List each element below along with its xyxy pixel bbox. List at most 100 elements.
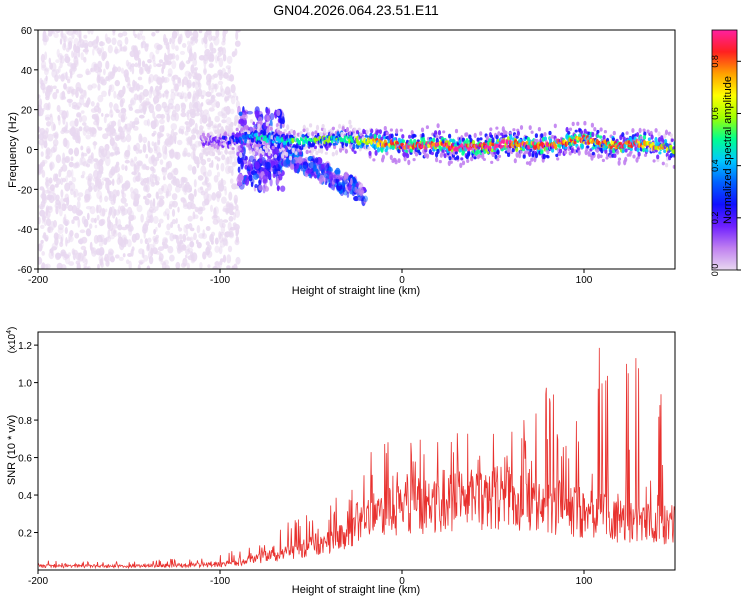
spectrogram-ridge-cell bbox=[576, 121, 580, 126]
spectrogram-cell bbox=[97, 181, 102, 188]
spectrogram-ridge-cell bbox=[465, 138, 469, 144]
spectrogram-cell bbox=[203, 191, 209, 202]
spectrogram-cell bbox=[152, 96, 160, 104]
spectrogram-cell bbox=[167, 172, 174, 181]
spectrogram-cell bbox=[241, 112, 246, 121]
spectrogram-cell bbox=[179, 62, 184, 71]
spectrogram-cell bbox=[174, 103, 181, 113]
spectrogram-ridge-cell bbox=[612, 130, 616, 136]
spectrogram-cell bbox=[138, 133, 143, 143]
spectrogram-ridge-cell bbox=[213, 143, 217, 149]
spectrogram-cell bbox=[214, 115, 220, 123]
spectrogram-cell bbox=[140, 180, 147, 186]
spectrogram-cell bbox=[100, 153, 106, 162]
spectrogram-cell bbox=[171, 60, 177, 70]
spectrogram-ridge-cell bbox=[436, 148, 440, 154]
spectrogram-ridge-cell bbox=[286, 124, 290, 130]
spectrogram-cell bbox=[73, 43, 77, 53]
spectrogram-cell bbox=[254, 110, 260, 119]
spectrogram-cell bbox=[247, 171, 252, 176]
spectrogram-ridge-cell bbox=[291, 147, 295, 153]
spectrogram-cell bbox=[221, 40, 226, 46]
spectrogram-cell bbox=[56, 48, 60, 58]
spectrogram-ridge-cell bbox=[454, 151, 458, 155]
spectrogram-cell bbox=[159, 159, 164, 166]
spectrogram-cell bbox=[39, 186, 45, 191]
spectrogram-cell bbox=[338, 181, 341, 187]
spectrogram-ridge-cell bbox=[654, 128, 658, 133]
spectrogram-ridge-cell bbox=[570, 148, 575, 154]
spectrogram-cell bbox=[128, 260, 132, 269]
spectrogram-ridge-cell bbox=[418, 151, 422, 156]
spectrogram-cell bbox=[193, 51, 197, 61]
spectrogram-ridge-cell bbox=[304, 144, 309, 149]
spectrogram-ridge-cell bbox=[383, 125, 387, 131]
spectrogram-cell bbox=[194, 72, 199, 80]
spectrogram-cell bbox=[53, 134, 59, 139]
spectrogram-cell bbox=[71, 132, 78, 137]
spectrogram-ridge-cell bbox=[425, 153, 430, 159]
spectrogram-cell bbox=[156, 63, 163, 68]
spectrogram-cell bbox=[218, 57, 224, 68]
snr-ytick-label: 1.2 bbox=[18, 341, 32, 352]
spectrogram-cell bbox=[196, 161, 200, 169]
spectrogram-cell bbox=[171, 30, 178, 39]
spectrogram-cell bbox=[215, 101, 220, 109]
spectrogram-cell bbox=[58, 74, 61, 79]
spectrogram-cell bbox=[229, 211, 235, 216]
spectrogram-cell bbox=[165, 230, 171, 236]
spectrogram-ridge-cell bbox=[229, 127, 233, 134]
spectrogram-ridge-cell bbox=[401, 134, 405, 139]
spectrogram-cell bbox=[277, 122, 280, 127]
spectrogram-ridge-cell bbox=[555, 153, 559, 158]
spectrogram-cell bbox=[117, 224, 123, 231]
spectrogram-cell bbox=[96, 170, 102, 179]
spectrogram-cell bbox=[252, 166, 256, 172]
spectrogram-cell bbox=[203, 67, 207, 76]
spectrogram-cell bbox=[121, 192, 127, 198]
spectrogram-cell bbox=[158, 187, 164, 195]
spectrogram-ridge-cell bbox=[244, 139, 248, 144]
spectrogram-cell bbox=[214, 54, 218, 64]
spectrogram-cell bbox=[222, 30, 226, 39]
spectrogram-ridge-cell bbox=[593, 127, 597, 132]
spectrogram-cell bbox=[54, 183, 59, 188]
spectrogram-cell bbox=[78, 237, 84, 245]
spectrogram-cell bbox=[117, 218, 122, 228]
spectrogram-cell bbox=[176, 92, 183, 97]
spectrogram-cell bbox=[105, 208, 108, 213]
spectrogram-cell bbox=[130, 97, 137, 106]
spectrogram-cell bbox=[85, 258, 88, 265]
spectrogram-cell bbox=[210, 235, 214, 243]
spectrogram-cell bbox=[264, 186, 270, 192]
spectrogram-cell bbox=[149, 64, 152, 70]
spectrogram-cell bbox=[205, 113, 211, 121]
spectrogram-cell bbox=[162, 243, 169, 249]
spectrogram-cell bbox=[80, 245, 87, 251]
spectrogram-cell bbox=[163, 105, 170, 113]
spectrogram-cell bbox=[42, 234, 47, 239]
spectrogram-cell bbox=[82, 122, 87, 126]
spectrogram-cell bbox=[120, 243, 127, 248]
spectrogram-cell bbox=[177, 223, 180, 229]
spectrogram-ridge-cell bbox=[442, 130, 446, 134]
spectrogram-cell bbox=[180, 112, 187, 117]
spectrogram-cell bbox=[314, 157, 319, 164]
spectrogram-cell bbox=[203, 59, 207, 68]
spectrogram-cell bbox=[218, 183, 225, 192]
spectrogram-cell bbox=[191, 166, 197, 175]
spectrogram-cell bbox=[130, 248, 134, 257]
spectrogram-cell bbox=[38, 139, 45, 146]
spectrogram-cell bbox=[358, 187, 364, 197]
spectrogram-cell bbox=[86, 158, 93, 164]
spectrogram-ridge-cell bbox=[264, 147, 269, 154]
spectrogram-cell bbox=[217, 51, 222, 57]
spectrogram-ridge-cell bbox=[512, 128, 516, 132]
spectrogram-cell bbox=[124, 180, 131, 190]
spectrogram-ridge-cell bbox=[389, 128, 393, 132]
spectrogram-cell bbox=[38, 243, 43, 252]
spectrogram-ridge-cell bbox=[489, 134, 494, 138]
spectrogram-cell bbox=[164, 208, 170, 216]
spectrogram-cell bbox=[90, 217, 95, 223]
spectrogram-cell bbox=[113, 48, 120, 54]
